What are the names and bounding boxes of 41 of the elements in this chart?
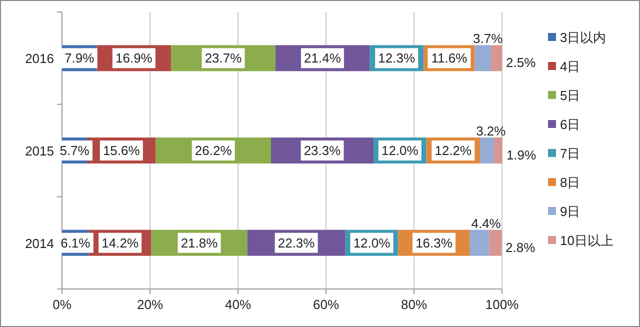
legend-label: 10日以上 [560, 233, 614, 248]
data-label: 6.1% [60, 235, 91, 250]
legend-label: 8日 [560, 175, 580, 190]
data-label: 15.6% [102, 143, 140, 158]
data-label: 14.2% [102, 235, 139, 250]
data-label: 3.2% [476, 124, 506, 138]
x-tick-label: 80% [400, 297, 428, 312]
y-tick-label: 2014 [25, 236, 54, 251]
data-label: 1.9% [506, 148, 537, 162]
y-tick-label: 2016 [25, 51, 54, 66]
data-label: 4.4% [471, 216, 502, 231]
data-label: 3.7% [473, 31, 504, 46]
data-label: 7.9% [64, 50, 95, 66]
data-label: 23.7% [204, 50, 242, 66]
x-tick-label: 100% [485, 297, 520, 312]
x-tick-label: 20% [136, 297, 164, 312]
x-tick-label: 0% [52, 297, 72, 312]
legend-label: 3日以内 [560, 30, 606, 45]
data-label: 21.8% [180, 235, 218, 250]
y-tick-label: 2015 [25, 144, 54, 158]
legend-label: 9日 [560, 204, 580, 219]
legend-label: 5日 [560, 88, 580, 103]
legend-label: 7日 [560, 146, 580, 161]
x-tick-label: 60% [312, 297, 340, 312]
data-label: 23.3% [304, 143, 342, 158]
data-label: 5.7% [60, 143, 90, 158]
data-label: 16.3% [416, 235, 453, 250]
data-label: 2.5% [506, 55, 536, 70]
data-label: 12.3% [378, 50, 416, 66]
data-label: 12.0% [381, 143, 419, 158]
data-label: 26.2% [194, 143, 232, 158]
data-label: 11.6% [431, 50, 468, 66]
data-label: 21.4% [304, 50, 342, 66]
data-label: 16.9% [116, 50, 153, 66]
data-label: 22.3% [278, 235, 316, 250]
legend-label: 4日 [560, 59, 580, 74]
x-tick-label: 40% [224, 297, 252, 312]
data-label: 12.0% [353, 235, 391, 250]
legend-label: 6日 [560, 117, 580, 132]
data-label: 12.2% [434, 143, 472, 158]
data-label: 2.8% [506, 240, 536, 255]
